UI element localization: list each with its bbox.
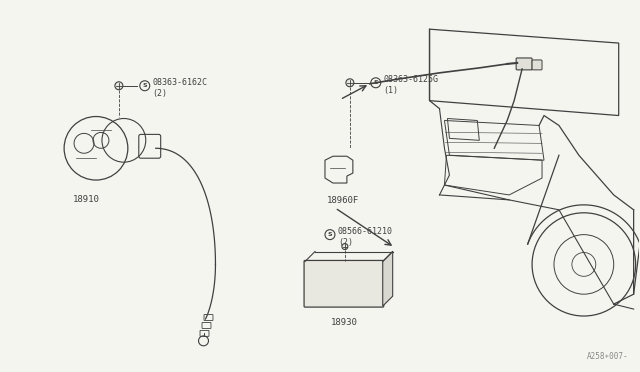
FancyBboxPatch shape bbox=[516, 58, 532, 70]
Text: S: S bbox=[143, 83, 147, 88]
Text: 18930: 18930 bbox=[330, 318, 357, 327]
Text: (1): (1) bbox=[384, 86, 399, 95]
Text: 18910: 18910 bbox=[72, 195, 99, 204]
Text: S: S bbox=[328, 232, 332, 237]
FancyBboxPatch shape bbox=[532, 60, 542, 70]
Circle shape bbox=[342, 244, 348, 250]
Polygon shape bbox=[383, 251, 393, 306]
Text: (2): (2) bbox=[153, 89, 168, 98]
Circle shape bbox=[115, 82, 123, 90]
FancyBboxPatch shape bbox=[304, 260, 384, 307]
Text: 18960F: 18960F bbox=[327, 196, 359, 205]
Circle shape bbox=[346, 79, 354, 87]
Text: 08363-6162C: 08363-6162C bbox=[153, 78, 208, 87]
Text: 08363-6125G: 08363-6125G bbox=[384, 75, 439, 84]
Text: S: S bbox=[374, 80, 378, 85]
Text: A258∗007-: A258∗007- bbox=[587, 352, 628, 361]
Text: (2): (2) bbox=[338, 238, 353, 247]
Text: 08566-61210: 08566-61210 bbox=[338, 227, 393, 236]
